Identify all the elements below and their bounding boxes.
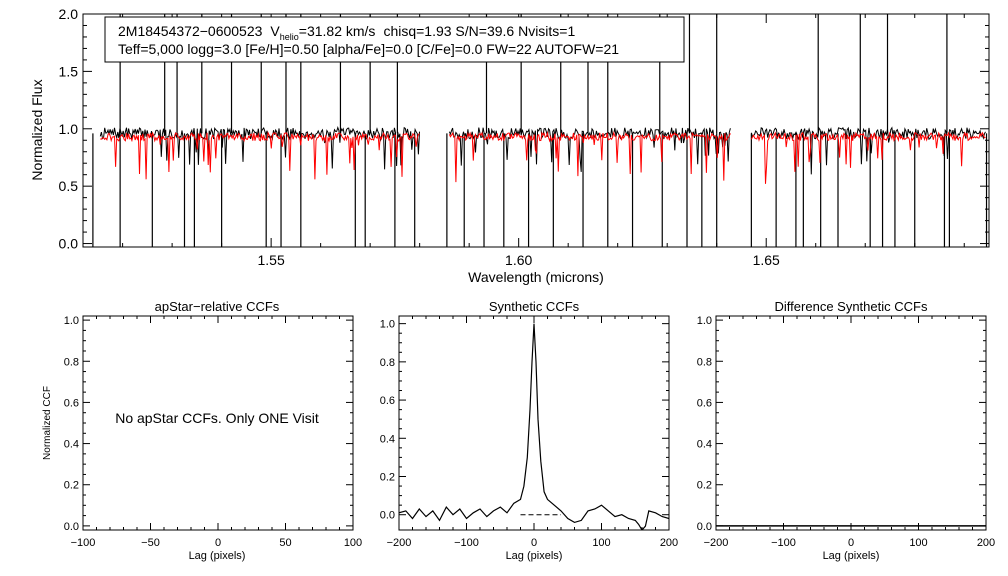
synth-x-tick-label: −200 [387, 537, 412, 549]
synthetic-y-tick-labels: 0.0 0.2 0.4 0.6 0.8 1.0 [380, 319, 395, 522]
diff-x-tick-label: −200 [704, 537, 729, 549]
spectrum-plot-frame [82, 13, 990, 248]
diff-y-tick-label: 0.8 [697, 356, 712, 368]
synth-y-tick-label: 0.8 [380, 357, 395, 369]
synthetic-ccf-line [399, 323, 669, 530]
synth-y-tick-label: 0.4 [380, 433, 395, 445]
spectrum-y-tick-labels: 0.0 0.5 1.0 1.5 2.0 [59, 6, 79, 252]
apstar-xlabel: Lag (pixels) [189, 550, 246, 562]
diff-y-tick-label: 0.6 [697, 397, 712, 409]
apstar-x-tick-label: 50 [279, 537, 291, 549]
apstar-message: No apStar CCFs. Only ONE Visit [115, 410, 319, 426]
synth-x-tick-label: 200 [660, 537, 678, 549]
annotation-params: Teff=5,000 logg=3.0 [Fe/H]=0.50 [alpha/F… [118, 41, 619, 57]
diff-y-tick-label: 1.0 [697, 315, 712, 327]
synth-y-tick-label: 0.6 [380, 395, 395, 407]
annotation-line-1: 2M18454372−0600523 Vhelio=31.82 km/s chisq… [118, 23, 575, 42]
annotation-star-id: 2M18454372−0600523 [118, 23, 263, 39]
synthetic-x-tick-labels: −200 −100 0 100 200 [387, 537, 679, 549]
spectrum-panel: 1.55 1.60 1.65 0.0 0.5 1.0 1.5 2.0 Wavelength … [29, 6, 990, 285]
difference-ccf-panel: Difference Synthetic CCFs −200 −100 0 100 20… [697, 299, 995, 562]
apstar-y-tick-label: 1.0 [64, 315, 79, 327]
difference-title: Difference Synthetic CCFs [775, 299, 928, 314]
apstar-x-tick-labels: −100 −50 0 50 100 [71, 537, 363, 549]
annotation-vhelio-value: =31.82 km/s [299, 23, 376, 39]
synth-x-tick-label: 0 [531, 537, 537, 549]
spectrum-y-tick-label: 2.0 [59, 6, 79, 22]
spectrum-xlabel: Wavelength (microns) [468, 269, 604, 285]
observed-spectrum-line [448, 127, 731, 172]
diff-y-tick-label: 0.4 [697, 439, 712, 451]
synthetic-title: Synthetic CCFs [489, 299, 580, 314]
synthetic-ccf-panel: Synthetic CCFs −200 −100 0 100 200 0.0 0.2 0.4… [380, 299, 678, 562]
apstar-x-tick-label: −50 [141, 537, 160, 549]
apstar-ticks [82, 316, 354, 530]
apstar-y-tick-label: 0.2 [64, 480, 79, 492]
apstar-y-tick-label: 0.8 [64, 356, 79, 368]
difference-y-tick-labels: 0.0 0.2 0.4 0.6 0.8 1.0 [697, 315, 712, 533]
synthetic-spectrum-line [100, 131, 420, 180]
synth-x-tick-label: 100 [592, 537, 610, 549]
synth-x-tick-label: −100 [454, 537, 479, 549]
annotation-stats: chisq=1.93 S/N=39.6 Nvisits=1 [383, 23, 575, 39]
difference-xlabel: Lag (pixels) [823, 550, 880, 562]
diff-y-tick-label: 0.0 [697, 521, 712, 533]
annotation-vhelio-label: V [270, 23, 280, 39]
apstar-ccf-panel: apStar−relative CCFs −100 −50 0 50 100 0.00.… [42, 299, 362, 562]
apstar-y-tick-labels: 0.0 0.2 0.4 0.6 0.8 1.0 [64, 315, 79, 533]
annotation-vhelio-sub: helio [280, 32, 299, 42]
spectrum-y-tick-label: 0.5 [59, 178, 79, 194]
synth-y-tick-label: 0.2 [380, 472, 395, 484]
spectrum-x-tick-label: 1.55 [258, 252, 285, 268]
difference-x-tick-labels: −200 −100 0 100 200 [704, 537, 996, 549]
diff-x-tick-label: −100 [771, 537, 796, 549]
diff-y-tick-label: 0.2 [697, 480, 712, 492]
apstar-title: apStar−relative CCFs [155, 299, 280, 314]
synth-y-tick-label: 1.0 [380, 319, 395, 331]
apstar-y-tick-label: 0.0 [64, 521, 79, 533]
spectrum-y-tick-label: 1.0 [59, 121, 79, 137]
diff-x-tick-label: 0 [848, 537, 854, 549]
apstar-x-tick-label: 0 [215, 537, 221, 549]
synth-y-tick-label: 0.0 [380, 510, 395, 522]
synthetic-xlabel: Lag (pixels) [506, 550, 563, 562]
spectrum-x-tick-label: 1.65 [753, 252, 780, 268]
apstar-y-tick-label: 0.6 [64, 397, 79, 409]
spectrum-x-tick-label: 1.60 [505, 252, 532, 268]
apstar-y-tick-label: 0.4 [64, 439, 79, 451]
apstar-x-tick-label: −100 [71, 537, 96, 549]
synthetic-ticks [398, 316, 670, 530]
difference-ticks [715, 316, 987, 530]
synthetic-series [399, 323, 669, 530]
apstar-ylabel: Normalized CCF [42, 386, 53, 460]
synthetic-spectrum-line [750, 131, 986, 184]
diff-x-tick-label: 200 [977, 537, 995, 549]
spectrum-y-tick-label: 0.0 [59, 236, 79, 252]
apstar-x-tick-label: 100 [344, 537, 362, 549]
spectrum-annotation-box: 2M18454372−0600523 Vhelio=31.82 km/s chisq… [104, 16, 685, 63]
spectrum-x-tick-labels: 1.55 1.60 1.65 [258, 252, 781, 268]
spectrum-ylabel: Normalized Flux [29, 79, 45, 180]
spectrum-y-tick-label: 1.5 [59, 63, 79, 79]
diff-x-tick-label: 100 [909, 537, 927, 549]
synthetic-plot-frame [398, 315, 670, 531]
synthetic-spectrum-line [448, 130, 731, 183]
difference-plot-frame [715, 315, 987, 531]
